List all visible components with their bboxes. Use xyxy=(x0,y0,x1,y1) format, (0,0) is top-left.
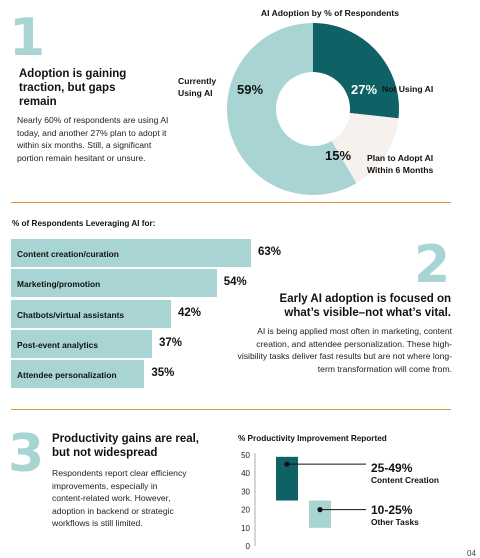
section-2-heading: Early AI adoption is focused on what’s v… xyxy=(279,293,451,319)
slice-not-using-ai-label: Not Using AI xyxy=(382,84,433,94)
slice-plan-to-adopt-value: 15% xyxy=(325,148,351,163)
bar-attendee-personalization xyxy=(11,360,145,389)
bar-value-label: 63% xyxy=(258,246,282,258)
bar-category-label: Attendee personalization xyxy=(17,370,117,381)
donut-labels: 27% Not Using AI 15% Plan to Adopt AI Within… xyxy=(178,76,433,175)
range-value-label: 10-25% xyxy=(371,503,413,517)
y-tick-label: 40 xyxy=(241,469,250,478)
slice-plan-to-adopt-label: Within 6 Months xyxy=(367,165,433,175)
section-1-body: Nearly 60% of respondents are using AI t… xyxy=(17,115,169,163)
bar-value-label: 35% xyxy=(151,367,175,380)
productivity-chart-title: % Productivity Improvement Reported xyxy=(238,434,387,443)
bar-chatbots-virtual-assistants xyxy=(11,299,171,328)
y-tick-label: 20 xyxy=(241,506,250,515)
slice-currently-using-value: 59% xyxy=(237,82,263,97)
page-number: 04 xyxy=(467,549,476,558)
section-3-number: 3 xyxy=(8,424,45,484)
bar-marketing-promotion xyxy=(11,269,217,298)
divider-2 xyxy=(11,409,451,410)
bar-chart-title: % of Respondents Leveraging AI for: xyxy=(12,219,156,228)
productivity-axis: 0 10 20 30 40 50 xyxy=(241,451,256,551)
bar-category-label: Marketing/promotion xyxy=(17,279,101,290)
range-bar-content-creation xyxy=(276,456,298,501)
slice-currently-using xyxy=(227,23,357,195)
bar-value-label: 37% xyxy=(158,336,182,349)
bar-category-label: Chatbots/virtual assistants xyxy=(17,309,125,320)
bar-value-label: 54% xyxy=(223,276,247,289)
y-tick-label: 0 xyxy=(246,542,251,551)
divider-1 xyxy=(11,202,451,203)
slice-currently-using-label: Using AI xyxy=(178,88,213,98)
bar-value-label: 42% xyxy=(178,306,202,319)
donut-chart: AI Adoption by % of Respondents 27% Not U… xyxy=(178,8,433,195)
bar-content-creation-curation xyxy=(11,239,251,267)
bar-post-event-analytics xyxy=(11,329,152,358)
bar-category-label: Content creation/curation xyxy=(17,249,119,259)
section-2-body: AI is being applied most often in market… xyxy=(237,326,452,374)
y-tick-label: 30 xyxy=(241,487,250,496)
slice-not-using-ai xyxy=(313,23,399,119)
range-category-label: Content Creation xyxy=(371,475,439,485)
donut-slices xyxy=(227,23,399,195)
section-3-body: Respondents report clear efficiency impr… xyxy=(52,468,187,529)
donut-chart-title: AI Adoption by % of Respondents xyxy=(261,8,399,18)
section-1-number: 1 xyxy=(9,8,46,68)
section-1-heading: Adoption is gaining traction, but gaps r… xyxy=(19,68,127,108)
slice-not-using-ai-value: 27% xyxy=(351,82,377,97)
slice-plan-to-adopt-label: Plan to Adopt AI xyxy=(367,153,433,163)
range-category-label: Other Tasks xyxy=(371,517,419,527)
slice-currently-using-label: Currently xyxy=(178,76,216,86)
productivity-chart: % Productivity Improvement Reported 0 10 2… xyxy=(238,434,439,551)
y-tick-label: 10 xyxy=(241,524,250,533)
slice-plan-to-adopt xyxy=(331,113,399,184)
range-bar-other-tasks xyxy=(309,500,331,528)
y-tick-label: 50 xyxy=(241,451,250,460)
productivity-bars: 25-49%Content Creation 10-25%Other Tasks xyxy=(276,456,439,528)
section-2-number: 2 xyxy=(414,235,451,295)
section-3-heading: Productivity gains are real, but not wid… xyxy=(52,433,200,459)
range-value-label: 25-49% xyxy=(371,461,413,475)
bar-category-label: Post-event analytics xyxy=(17,339,98,350)
